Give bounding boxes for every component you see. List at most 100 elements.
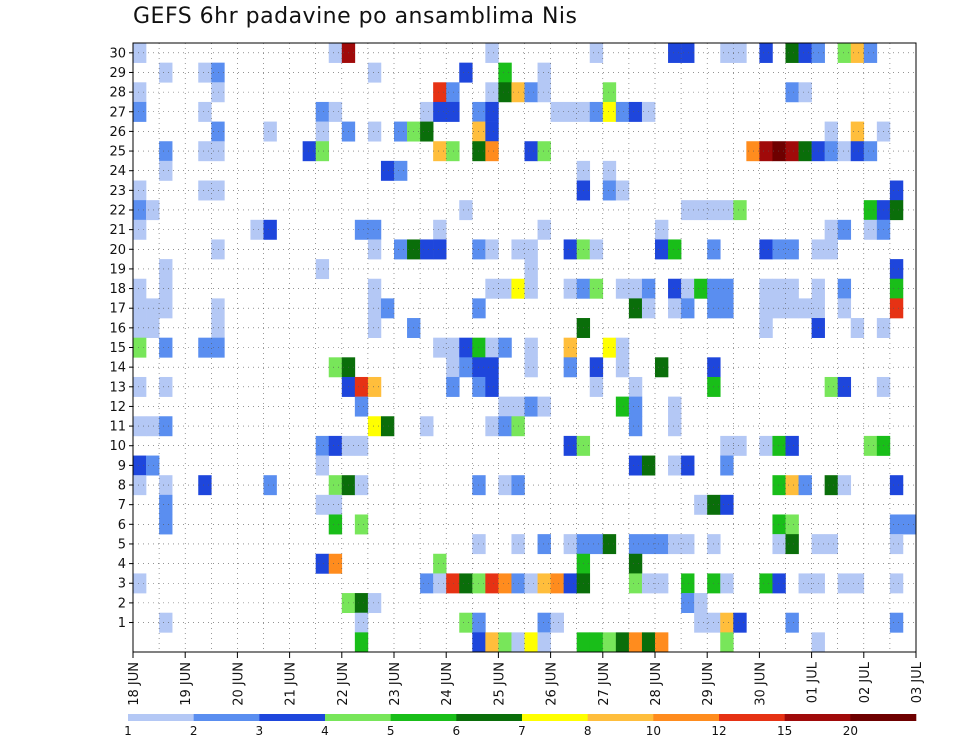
heatmap-cell <box>315 553 330 574</box>
heatmap-cell <box>524 357 538 378</box>
heatmap-cell <box>211 62 225 83</box>
heatmap-cell <box>720 200 734 221</box>
heatmap-cell <box>628 573 643 594</box>
heatmap-cell <box>733 200 747 221</box>
heatmap-cell <box>380 298 395 319</box>
heatmap-cell <box>420 121 434 142</box>
heatmap-cell <box>589 278 604 299</box>
heatmap-cell <box>694 494 708 515</box>
gridlines <box>133 43 916 652</box>
heatmap-cell <box>889 475 904 496</box>
heatmap-cell <box>394 239 408 260</box>
heatmap-cell <box>315 121 330 142</box>
colorbar-swatch <box>522 714 588 721</box>
heatmap-cell <box>550 612 564 633</box>
heatmap-cell <box>668 416 682 437</box>
heatmap-cell <box>446 82 460 103</box>
heatmap-cell <box>485 632 499 653</box>
heatmap-cell <box>459 62 473 83</box>
heatmap-cell <box>159 141 173 162</box>
heatmap-cell <box>420 101 434 122</box>
heatmap-cell <box>772 239 786 260</box>
heatmap-cell <box>850 121 865 142</box>
heatmap-cell <box>785 298 799 319</box>
heatmap-cell <box>720 278 734 299</box>
heatmap-cell <box>328 101 343 122</box>
heatmap-cell <box>863 219 878 240</box>
heatmap-cell <box>524 632 538 653</box>
heatmap-cell <box>315 435 330 456</box>
heatmap-cell <box>785 239 799 260</box>
x-axis: 18 JUN 19 JUN 20 JUN 21 JUN 22 JUN 23 JUN 24 J… <box>127 652 925 706</box>
heatmap-cell <box>681 43 695 63</box>
heatmap-cell <box>524 278 538 299</box>
colorbar-swatch <box>128 714 194 721</box>
heatmap-cell <box>772 298 786 319</box>
y-tick-label: 30 <box>109 46 126 61</box>
x-tick-label: 03 JUL <box>910 661 925 703</box>
heatmap-cell <box>889 573 904 594</box>
heatmap-cell <box>485 278 499 299</box>
y-tick-label: 19 <box>109 262 126 277</box>
y-tick-label: 2 <box>118 596 126 611</box>
x-tick-label: 26 JUN <box>545 662 560 706</box>
heatmap-cell <box>694 200 708 221</box>
heatmap-cell <box>433 141 447 162</box>
heatmap-cell <box>889 180 904 201</box>
heatmap-cell <box>198 337 212 358</box>
heatmap-cell <box>759 435 773 456</box>
heatmap-cell <box>380 416 395 437</box>
heatmap-cell <box>902 514 917 535</box>
heatmap-cell <box>211 298 225 319</box>
y-tick-label: 1 <box>118 616 126 631</box>
heatmap-cell <box>211 180 225 201</box>
heatmap-cell <box>772 475 786 496</box>
colorbar-label: 10 <box>646 724 661 738</box>
heatmap-cell <box>459 357 473 378</box>
heatmap-cell <box>133 200 147 221</box>
heatmap-cell <box>133 318 147 338</box>
heatmap-cell <box>628 101 643 122</box>
heatmap-cell <box>537 396 551 417</box>
heatmap-cell <box>733 43 747 63</box>
heatmap-cell <box>159 259 173 280</box>
heatmap-cell <box>694 278 708 299</box>
heatmap-cell <box>328 553 343 574</box>
heatmap-cell <box>837 43 852 63</box>
colorbar-label: 15 <box>777 724 792 738</box>
y-tick-label: 12 <box>109 400 126 415</box>
y-tick-label: 14 <box>109 361 126 376</box>
heatmap-cell <box>589 376 604 397</box>
heatmap-cell <box>446 141 460 162</box>
heatmap-cell <box>615 357 630 378</box>
colorbar-label: 3 <box>256 724 264 738</box>
heatmap-cell <box>576 632 591 653</box>
heatmap-cell <box>328 475 343 496</box>
y-tick-label: 18 <box>109 282 126 297</box>
heatmap-cell <box>211 337 225 358</box>
heatmap-cell <box>563 278 577 299</box>
heatmap-cell <box>589 101 604 122</box>
heatmap-cell <box>367 219 382 240</box>
heatmap-cell <box>433 239 447 260</box>
y-tick-label: 22 <box>109 203 126 218</box>
heatmap-cell <box>159 337 173 358</box>
heatmap-cell <box>798 82 812 103</box>
heatmap-cell <box>211 318 225 338</box>
heatmap-cell <box>785 278 799 299</box>
colorbar-swatch <box>850 714 917 721</box>
y-tick-label: 4 <box>118 557 126 572</box>
heatmap-cell <box>772 141 786 162</box>
heatmap-cell <box>198 180 212 201</box>
heatmap-cell <box>524 259 538 280</box>
x-tick-label: 25 JUN <box>492 662 507 706</box>
heatmap-cell <box>133 219 147 240</box>
heatmap-cell <box>146 200 160 221</box>
heatmap-cell <box>159 160 173 181</box>
heatmap-cell <box>668 298 682 319</box>
heatmap-cell <box>589 632 604 653</box>
heatmap-cell <box>537 632 551 653</box>
heatmap-cell <box>589 534 604 555</box>
colorbar-label: 6 <box>453 724 461 738</box>
heatmap-cell <box>655 239 669 260</box>
